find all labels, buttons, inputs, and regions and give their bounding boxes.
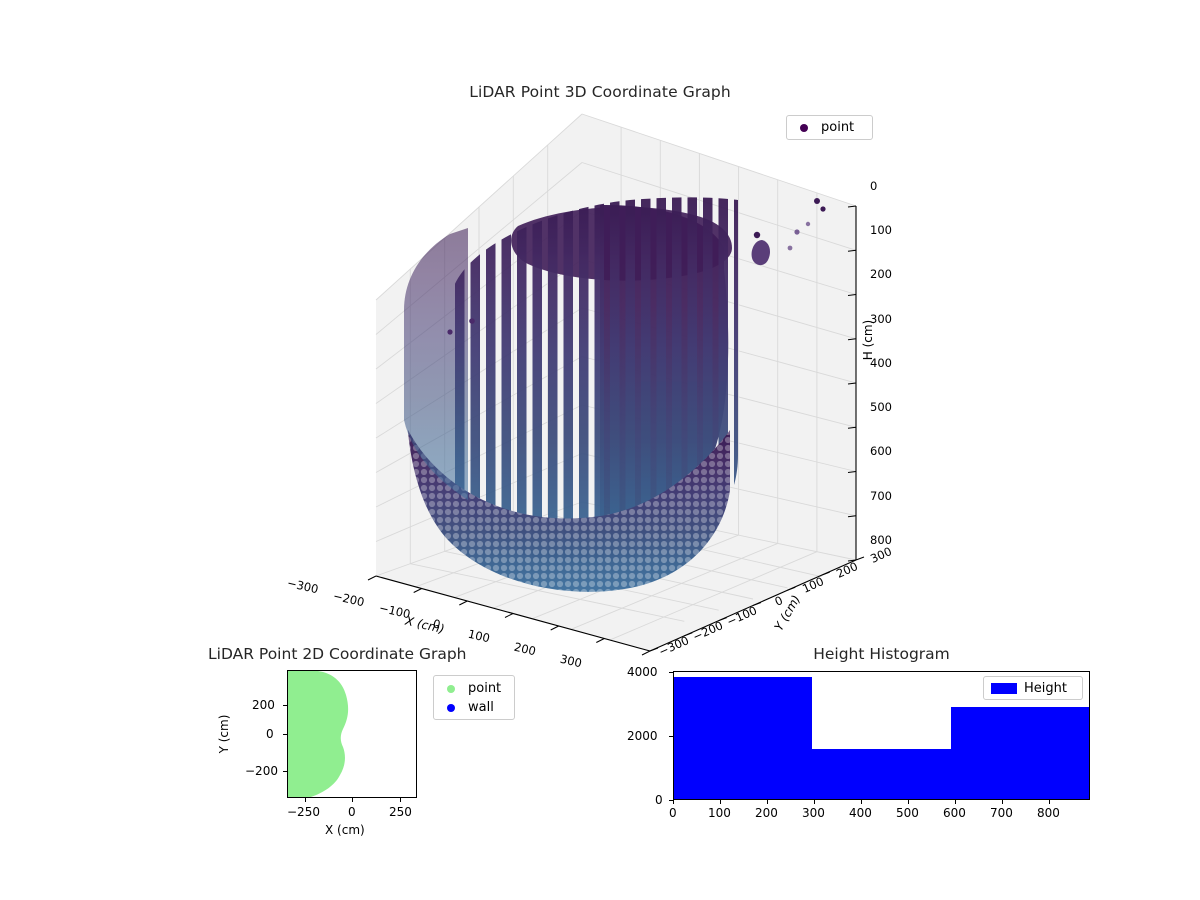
plot2d-axes bbox=[287, 670, 417, 798]
legend-item-height[interactable]: Height bbox=[984, 679, 1082, 698]
plot2d-title: LiDAR Point 2D Coordinate Graph bbox=[208, 645, 467, 663]
legend-label-point: point bbox=[821, 120, 855, 135]
hist-ytick-0: 0 bbox=[655, 793, 663, 807]
hist-ytickmark-0 bbox=[669, 800, 673, 801]
legend-item-point-2d[interactable]: point bbox=[434, 679, 514, 698]
histogram-bar bbox=[812, 748, 951, 799]
plot3d-ztick-0: 0 bbox=[870, 179, 878, 193]
hist-xtickmark-1 bbox=[720, 800, 721, 804]
histogram-bar bbox=[674, 677, 813, 799]
plot3d-ztick-5: 500 bbox=[870, 400, 892, 414]
plot3d-ztick-1: 100 bbox=[870, 223, 892, 237]
plot3d-canvas bbox=[367, 113, 865, 656]
legend-label-height: Height bbox=[1024, 681, 1067, 696]
plot3d-legend[interactable]: point bbox=[786, 115, 873, 140]
hist-xtick-2: 200 bbox=[755, 806, 778, 820]
plot3d-axes: −300 −200 −100 0 100 200 300 X (cm) 300 … bbox=[286, 100, 920, 670]
histogram-axes bbox=[673, 671, 1090, 800]
hist-xtickmark-0 bbox=[673, 800, 674, 804]
plot3d-title: LiDAR Point 3D Coordinate Graph bbox=[469, 83, 731, 101]
plot2d-legend[interactable]: point wall bbox=[433, 675, 515, 720]
hist-ytick-2: 4000 bbox=[627, 665, 658, 679]
legend-label-point-2d: point bbox=[468, 681, 502, 696]
hist-xtickmark-6 bbox=[955, 800, 956, 804]
plot3d-ztick-7: 700 bbox=[870, 489, 892, 503]
plot2d-ytick-2: −200 bbox=[245, 764, 278, 778]
plot2d-xaxis-label: X (cm) bbox=[325, 823, 365, 837]
point-marker-icon bbox=[787, 123, 821, 132]
plot2d-ytick-1: 0 bbox=[266, 727, 274, 741]
hist-xtick-1: 100 bbox=[708, 806, 731, 820]
hist-xtick-3: 300 bbox=[802, 806, 825, 820]
hist-ytick-1: 2000 bbox=[627, 729, 658, 743]
plot3d-ztick-2: 200 bbox=[870, 267, 892, 281]
histogram-bar bbox=[950, 707, 1089, 799]
plot3d-ztick-3: 300 bbox=[870, 312, 892, 326]
plot3d-zaxis-label: H (cm) bbox=[861, 319, 875, 361]
point-marker-icon bbox=[434, 684, 468, 693]
hist-xtickmark-4 bbox=[861, 800, 862, 804]
histogram-legend[interactable]: Height bbox=[983, 676, 1083, 700]
hist-xtick-0: 0 bbox=[669, 806, 677, 820]
hist-xtickmark-7 bbox=[1002, 800, 1003, 804]
plot2d-point-region bbox=[288, 671, 349, 797]
hist-xtickmark-5 bbox=[908, 800, 909, 804]
legend-item-point[interactable]: point bbox=[787, 118, 872, 137]
plot2d-yaxis-label: Y (cm) bbox=[217, 714, 231, 754]
plot2d-xtickmark-1 bbox=[352, 798, 353, 802]
plot2d-xtick-2: 250 bbox=[389, 805, 412, 819]
hist-xtick-8: 800 bbox=[1037, 806, 1060, 820]
plot3d-ztick-6: 600 bbox=[870, 444, 892, 458]
plot3d-ztick-4: 400 bbox=[870, 356, 892, 370]
plot3d-point-cloud bbox=[404, 197, 826, 592]
plot2d-ytickmark-2 bbox=[283, 771, 287, 772]
hist-ytickmark-1 bbox=[669, 736, 673, 737]
plot2d-ytickmark-0 bbox=[283, 705, 287, 706]
plot2d-ytickmark-1 bbox=[283, 734, 287, 735]
plot3d-tickmarks bbox=[367, 205, 865, 656]
hist-xtick-6: 600 bbox=[943, 806, 966, 820]
plot2d-xtick-1: 0 bbox=[348, 805, 356, 819]
hist-ytickmark-2 bbox=[669, 672, 673, 673]
hist-xtickmark-8 bbox=[1049, 800, 1050, 804]
plot3d-ztick-8: 800 bbox=[870, 533, 892, 547]
hist-xtickmark-2 bbox=[767, 800, 768, 804]
plot2d-xtickmark-2 bbox=[400, 798, 401, 802]
histogram-title: Height Histogram bbox=[813, 645, 950, 663]
hist-xtick-5: 500 bbox=[896, 806, 919, 820]
legend-item-wall-2d[interactable]: wall bbox=[434, 698, 514, 717]
hist-xtickmark-3 bbox=[814, 800, 815, 804]
plot2d-xtickmark-0 bbox=[305, 798, 306, 802]
legend-label-wall-2d: wall bbox=[468, 700, 494, 715]
hist-xtick-4: 400 bbox=[849, 806, 872, 820]
plot2d-ytick-0: 200 bbox=[252, 698, 275, 712]
wall-marker-icon bbox=[434, 703, 468, 712]
hist-xtick-7: 700 bbox=[990, 806, 1013, 820]
height-swatch-icon bbox=[984, 683, 1024, 694]
plot2d-xtick-0: −250 bbox=[287, 805, 320, 819]
